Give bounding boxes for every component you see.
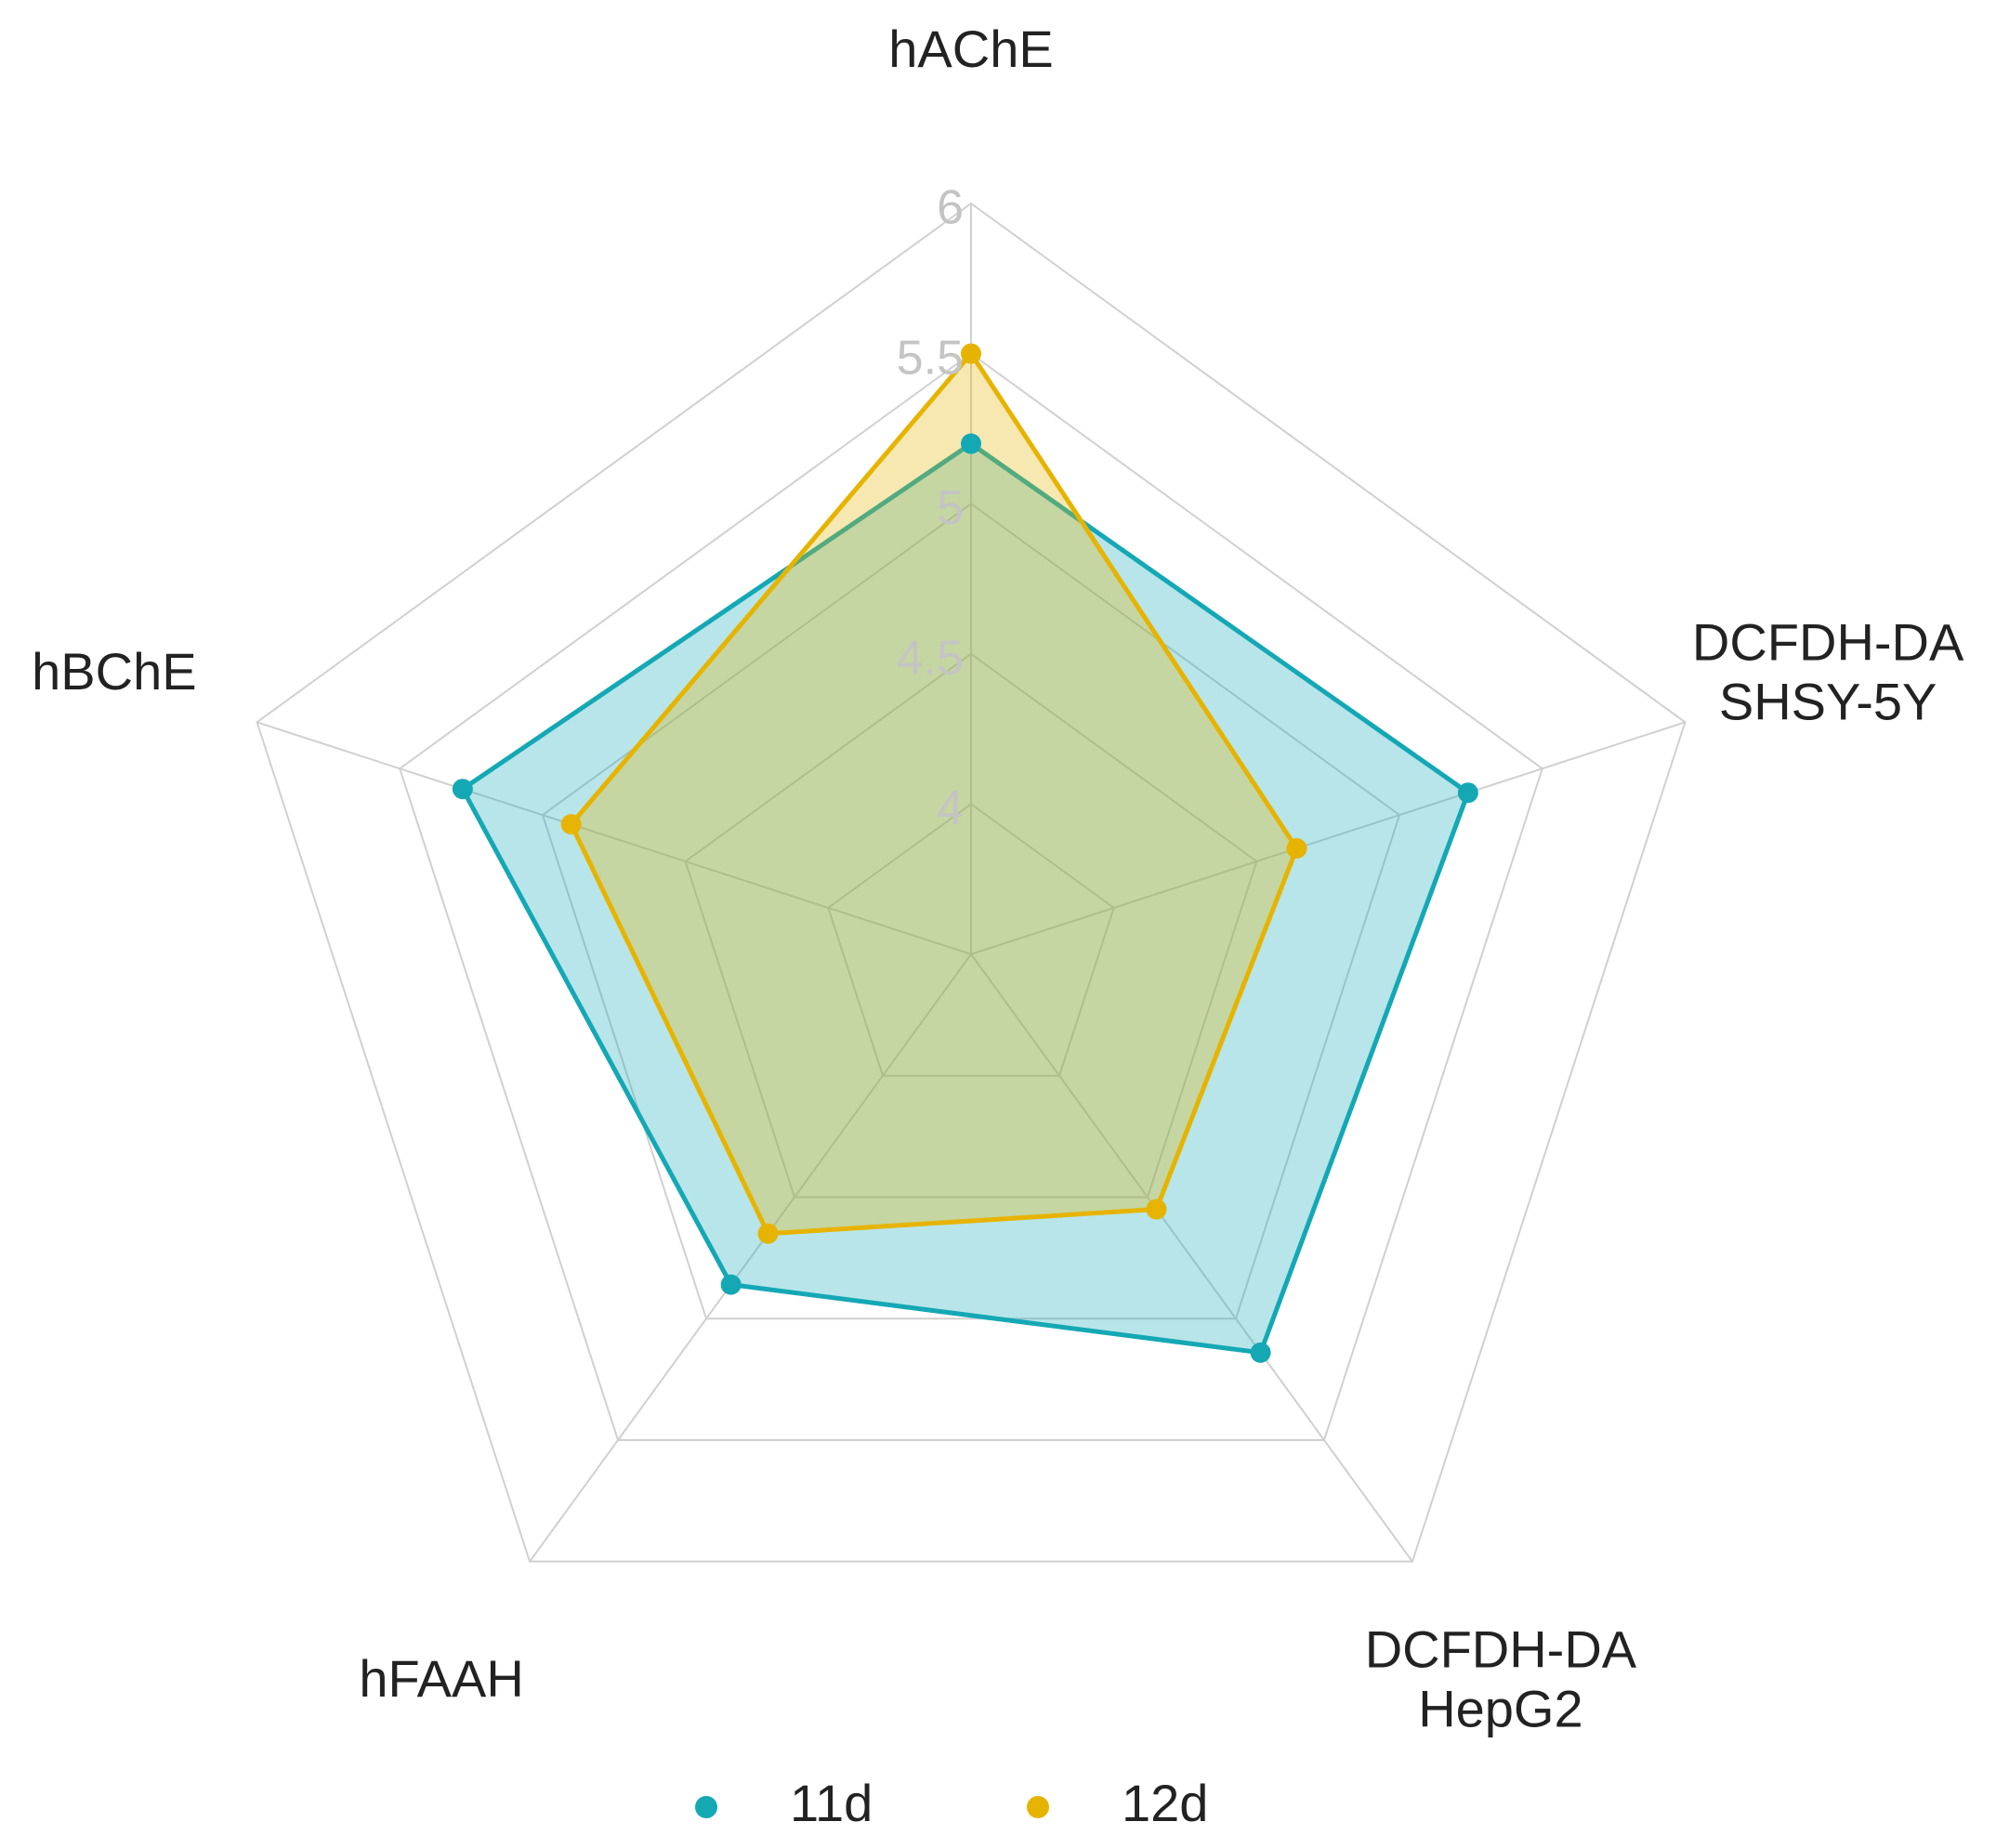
spoke xyxy=(970,721,1686,955)
spoke xyxy=(256,721,972,955)
spoke xyxy=(529,953,972,1563)
data-point xyxy=(757,1223,779,1244)
r-tick-label: 4.5 xyxy=(897,632,964,686)
data-point xyxy=(720,1274,742,1295)
axis-label: DCFDH-DA HepG2 xyxy=(1365,1619,1637,1737)
r-tick-label: 5.5 xyxy=(897,331,964,385)
axis-label: hFAAH xyxy=(359,1649,523,1708)
r-tick-label: 4 xyxy=(937,781,964,835)
grid-ring xyxy=(541,502,1401,1320)
data-point xyxy=(1457,782,1478,804)
grid-ring xyxy=(827,803,1115,1077)
data-point xyxy=(1250,1342,1271,1363)
data-point xyxy=(961,343,981,364)
axis-label: hBChE xyxy=(32,642,196,701)
grid-ring xyxy=(684,652,1258,1199)
axis-label: hAChE xyxy=(888,20,1053,78)
r-tick-label: 6 xyxy=(937,181,964,235)
legend-label: 12d xyxy=(1122,1774,1208,1832)
r-tick-label: 5 xyxy=(937,481,964,535)
legend-label: 11d xyxy=(790,1774,873,1832)
series-area xyxy=(569,351,1299,1237)
data-point xyxy=(1146,1199,1167,1220)
legend-marker xyxy=(695,1796,717,1818)
data-point xyxy=(1286,838,1307,859)
axis-label: DCFDH-DA SHSY-5Y xyxy=(1692,612,1964,730)
grid-ring xyxy=(256,202,1687,1563)
data-point xyxy=(560,814,582,835)
legend-marker xyxy=(1027,1796,1049,1818)
grid-ring xyxy=(399,352,1543,1441)
data-point xyxy=(961,433,981,454)
spoke xyxy=(970,953,1413,1563)
data-point xyxy=(452,779,473,800)
